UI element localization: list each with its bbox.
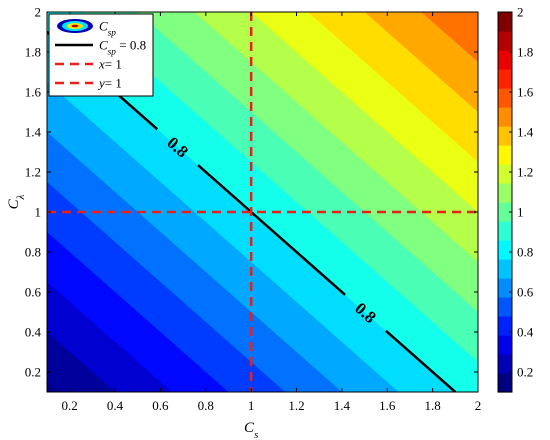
y-tick-label: 1: [35, 205, 42, 220]
y-axis: 0.2 0.4 0.6 0.8 1 1.2 1.4 1.6 1.8 2: [25, 5, 478, 380]
legend-label: Csp = 0.8: [99, 38, 146, 58]
colorbar-tick-label: 2: [517, 5, 524, 20]
colorbar-segment: [498, 297, 512, 317]
legend-contour-swatch: [71, 24, 79, 28]
x-tick-label: 0.4: [107, 398, 124, 413]
y-tick-label: 1.8: [25, 45, 41, 60]
colorbar-segment: [498, 202, 512, 222]
colorbar-segment: [498, 240, 512, 260]
y-tick-label: 1.2: [25, 165, 41, 180]
colorbar-segment: [498, 12, 512, 32]
colorbar-segment: [498, 373, 512, 393]
colorbar-segment: [498, 316, 512, 336]
colorbar-segment: [498, 278, 512, 298]
colorbar-tick-label: 0.2: [517, 365, 533, 380]
x-tick-label: 2: [475, 398, 482, 413]
x-tick-label: 0.8: [198, 398, 214, 413]
colorbar-tick-label: 1.4: [517, 125, 534, 140]
contour-bands: [47, 12, 478, 392]
legend-label: y= 1: [97, 76, 122, 91]
colorbar-tick-label: 0.8: [517, 245, 533, 260]
x-axis-label: Cs: [244, 420, 258, 440]
colorbar-segment: [498, 69, 512, 89]
x-tick-label: 1.4: [334, 398, 351, 413]
colorbar-tick-label: 0.4: [517, 325, 534, 340]
x-label-text: Cs: [244, 420, 258, 440]
y-tick-label: 0.2: [25, 365, 41, 380]
y-tick-label: 2: [35, 5, 42, 20]
colorbar-segment: [498, 164, 512, 184]
colorbar-segment: [498, 126, 512, 146]
y-tick-label: 1.6: [25, 85, 42, 100]
colorbar-tick-label: 1.6: [517, 85, 534, 100]
label-main: C: [6, 198, 22, 209]
y-tick-label: 0.4: [25, 325, 42, 340]
x-tick-label: 1.6: [379, 398, 396, 413]
y-label-text: Cλ: [6, 194, 27, 209]
label-sub: λ: [15, 194, 27, 200]
reference-lines: [47, 12, 478, 392]
colorbar-tick-label: 1: [517, 205, 524, 220]
label-main: C: [244, 420, 255, 436]
colorbar-segment: [498, 50, 512, 70]
colorbar-segment: [498, 221, 512, 241]
colorbar-segment: [498, 107, 512, 127]
colorbar-segment: [498, 145, 512, 165]
colorbar: 0.2 0.4 0.6 0.8 1 1.2 1.4 1.6 1.8 2: [497, 5, 534, 393]
colorbar-segment: [498, 31, 512, 51]
x-axis: 0.2 0.4 0.6 0.8 1 1.2 1.4 1.6 1.8 2: [62, 12, 482, 413]
contour-line-segment: [197, 164, 346, 296]
plot-frame: [46, 11, 479, 393]
colorbar-segment: [498, 335, 512, 355]
legend-entry: Csp: [57, 19, 116, 39]
colorbar-tick-label: 1.8: [517, 45, 533, 60]
colorbar-segment: [498, 259, 512, 279]
x-tick-label: 1: [248, 398, 255, 413]
legend-entry: Csp = 0.8: [55, 38, 146, 58]
legend-entry: y= 1: [55, 76, 122, 91]
contour-line-segment: [385, 329, 457, 392]
y-tick-label: 0.8: [25, 245, 41, 260]
colorbar-segment: [498, 354, 512, 374]
legend-entry: x= 1: [55, 57, 122, 72]
x-tick-label: 0.2: [62, 398, 78, 413]
colorbar-frame: [497, 11, 513, 393]
legend-label: x= 1: [98, 57, 122, 72]
colorbar-segment: [498, 183, 512, 203]
legend-label: Csp: [99, 19, 116, 39]
y-tick-label: 1.4: [25, 125, 42, 140]
contour-band: [364, 12, 478, 112]
colorbar-tick-label: 1.2: [517, 165, 533, 180]
x-tick-label: 0.6: [152, 398, 169, 413]
colorbar-segment: [498, 88, 512, 108]
x-tick-label: 1.2: [288, 398, 304, 413]
y-tick-label: 0.6: [25, 285, 42, 300]
y-axis-label: Cλ: [6, 194, 27, 209]
x-tick-label: 1.8: [425, 398, 441, 413]
colorbar-tick-label: 0.6: [517, 285, 534, 300]
label-sub: s: [254, 429, 258, 440]
